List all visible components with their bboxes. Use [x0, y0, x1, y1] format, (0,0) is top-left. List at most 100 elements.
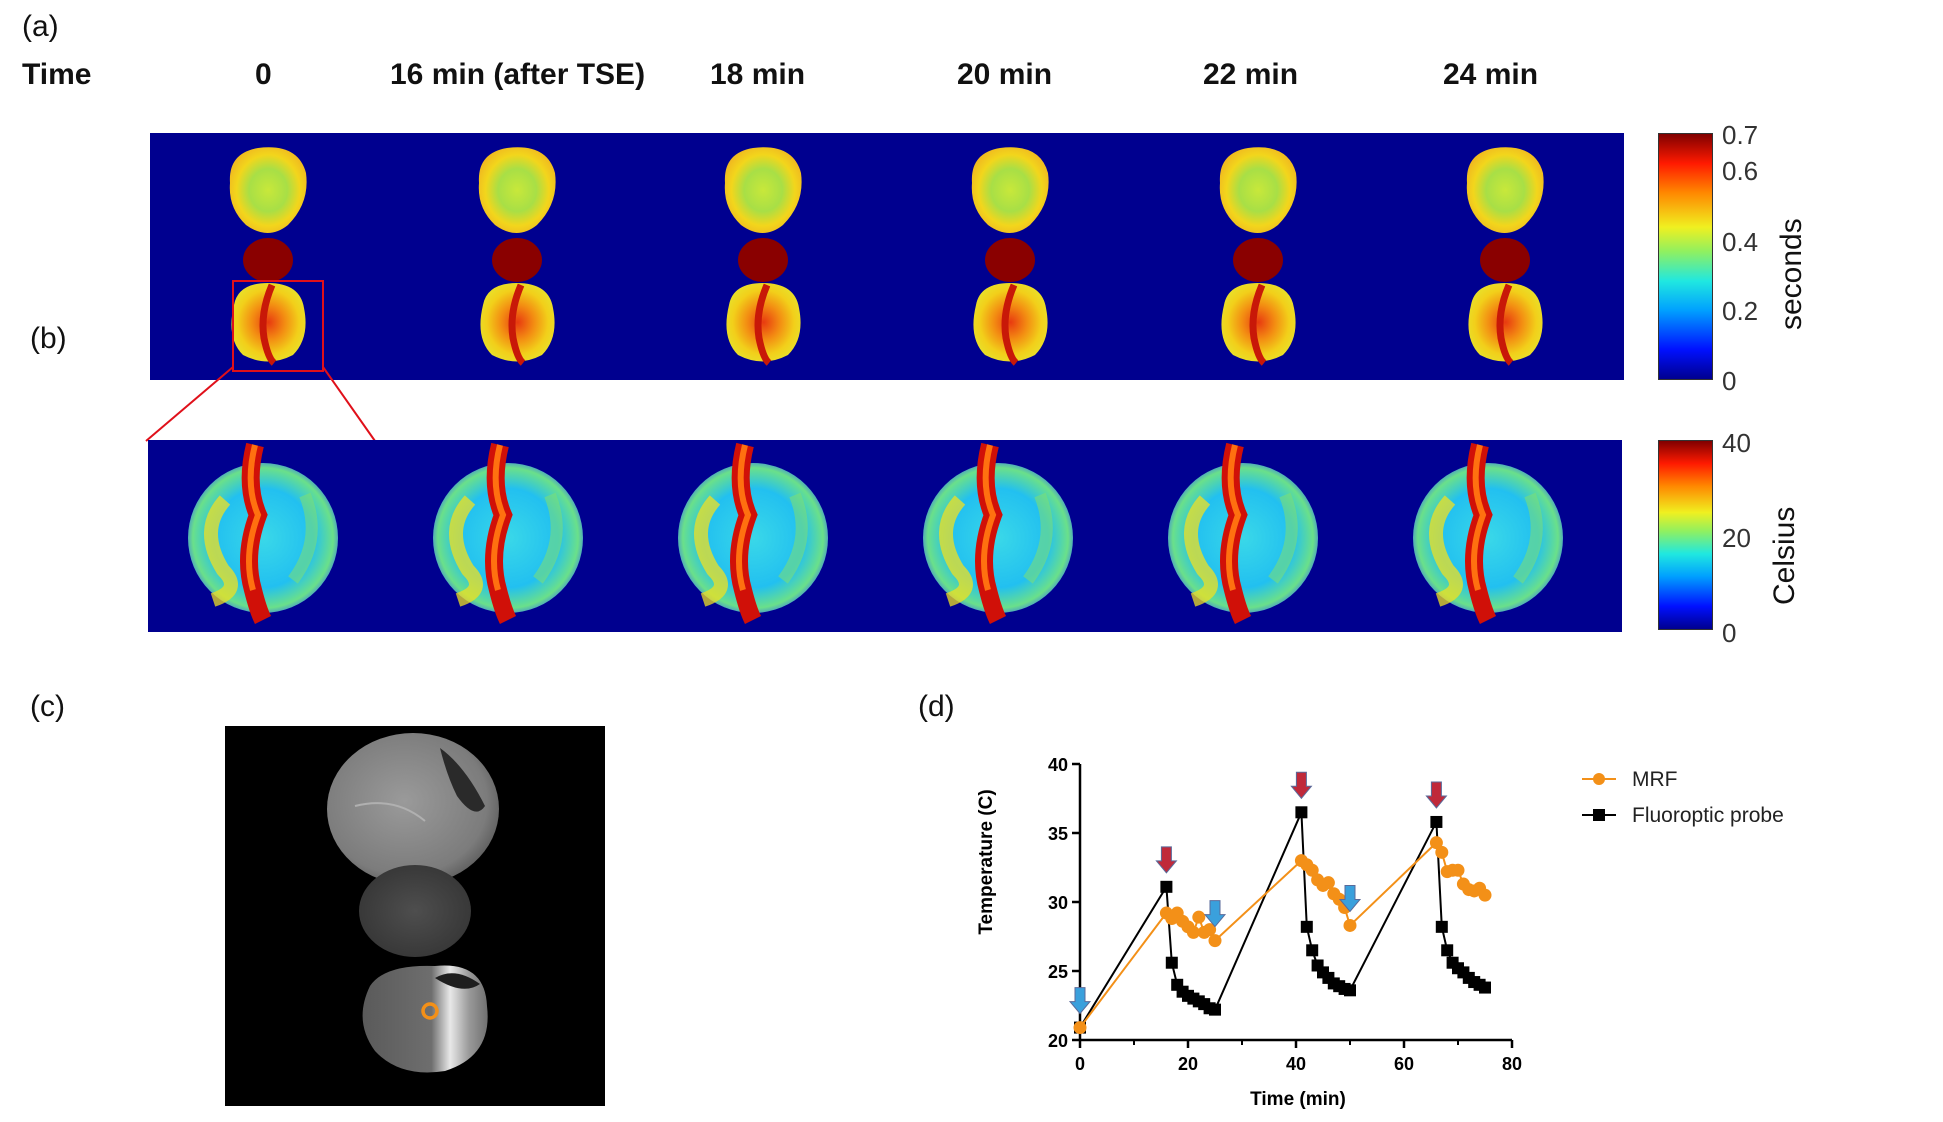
sample-shadow	[435, 973, 480, 989]
data-point	[1344, 984, 1356, 997]
warm-region	[939, 495, 973, 607]
probe-location-marker	[421, 1002, 439, 1020]
middle-sample	[243, 238, 293, 282]
warm-region	[1513, 492, 1543, 584]
colorbar-seconds	[1658, 133, 1713, 380]
middle-sample	[359, 865, 471, 957]
lower-sample	[1468, 283, 1543, 362]
temperature-disk	[188, 442, 338, 625]
hot-streak	[1249, 283, 1267, 366]
panel-label-d: (d)	[918, 690, 955, 723]
y-tick-label: 40	[1048, 755, 1068, 775]
heating-arrow	[1425, 781, 1448, 809]
data-point	[1160, 880, 1173, 893]
data-point	[1305, 863, 1319, 877]
colorbar-tick: 0.7	[1722, 120, 1759, 150]
chart-legend: MRF Fluoroptic probe	[1582, 768, 1784, 827]
warm-region	[204, 495, 238, 607]
middle-sample	[492, 238, 542, 282]
time-column-label: 18 min	[710, 58, 806, 91]
warm-region	[1268, 492, 1298, 584]
hot-streak	[508, 283, 526, 366]
time-row-label: Time	[22, 58, 92, 91]
y-tick-label: 20	[1048, 1031, 1068, 1051]
heating-arrow	[1290, 771, 1313, 800]
legend-mrf-label: MRF	[1632, 768, 1678, 791]
data-point	[1203, 923, 1217, 937]
warm-region	[1429, 495, 1463, 607]
lower-sample	[480, 283, 555, 362]
colorbar-tick: 20	[1722, 523, 1751, 553]
t1-map-strip	[150, 133, 1624, 380]
upper-sample	[1466, 147, 1544, 233]
data-point	[1300, 920, 1313, 933]
temperature-disk	[923, 442, 1073, 625]
y-tick-label: 25	[1048, 962, 1068, 982]
warm-region	[288, 492, 318, 584]
middle-sample	[1233, 238, 1283, 282]
data-point	[1209, 1003, 1221, 1016]
upper-sample	[229, 147, 307, 233]
hot-streak	[259, 283, 277, 366]
legend-probe-marker	[1593, 809, 1605, 821]
data-point	[1429, 836, 1443, 850]
time-column-label: 22 min	[1203, 58, 1299, 91]
hot-streak-core	[1226, 444, 1242, 591]
data-point	[1208, 934, 1222, 948]
zoom-lines	[145, 366, 376, 442]
warm-region	[694, 495, 728, 607]
x-tick-label: 80	[1502, 1054, 1522, 1074]
sample-column	[1219, 147, 1297, 366]
x-tick-label: 20	[1178, 1054, 1198, 1074]
temperature-disk	[1413, 442, 1563, 625]
sample-column	[1466, 147, 1544, 366]
colorbar-tick: 0	[1722, 618, 1737, 648]
data-point	[1186, 925, 1200, 939]
data-point	[1192, 910, 1206, 924]
temperature-disk	[433, 442, 583, 625]
data-point	[1343, 918, 1357, 932]
panel-label-a: (a)	[22, 10, 59, 43]
y-tick-label: 30	[1048, 893, 1068, 913]
time-column-label: 20 min	[957, 58, 1053, 91]
series-line	[1079, 811, 1486, 1029]
hot-streak-core	[981, 444, 997, 591]
hot-streak	[754, 283, 772, 366]
roi-box	[232, 280, 324, 372]
time-column-label: 24 min	[1443, 58, 1539, 91]
lower-sample	[973, 283, 1048, 362]
y-axis-label: Temperature (C)	[976, 789, 997, 934]
lower-sample	[362, 965, 488, 1073]
panel-label-b: (b)	[30, 322, 67, 355]
data-point	[1435, 845, 1449, 859]
sample-column	[229, 147, 307, 366]
upper-sample	[724, 147, 802, 233]
data-point	[1295, 806, 1308, 819]
data-point	[1479, 981, 1491, 994]
legend-probe-label: Fluoroptic probe	[1632, 804, 1784, 827]
mr-image	[225, 726, 605, 1106]
lower-sample	[1221, 283, 1296, 362]
data-point	[1321, 876, 1335, 890]
data-point	[1451, 863, 1465, 877]
warm-region	[533, 492, 563, 584]
hot-streak-core	[736, 444, 752, 591]
hot-streak	[1001, 283, 1019, 366]
middle-sample	[985, 238, 1035, 282]
data-point	[1435, 920, 1448, 933]
sample-column	[724, 147, 802, 366]
series-line	[1079, 841, 1486, 1029]
colorbar-tick: 40	[1722, 428, 1751, 458]
colorbar-title: Celsius	[1768, 506, 1801, 605]
colorbar-celsius	[1658, 440, 1713, 630]
legend-mrf-marker	[1593, 773, 1605, 785]
upper-sample	[971, 147, 1049, 233]
colorbar-tick: 0.2	[1722, 296, 1759, 326]
time-column-label: 16 min (after TSE)	[390, 58, 646, 91]
data-point	[1165, 956, 1178, 969]
lower-sample	[726, 283, 801, 362]
colorbar-tick: 0.6	[1722, 156, 1759, 186]
sample-column	[971, 147, 1049, 366]
hot-streak-core	[1471, 444, 1487, 591]
warm-region	[778, 492, 808, 584]
